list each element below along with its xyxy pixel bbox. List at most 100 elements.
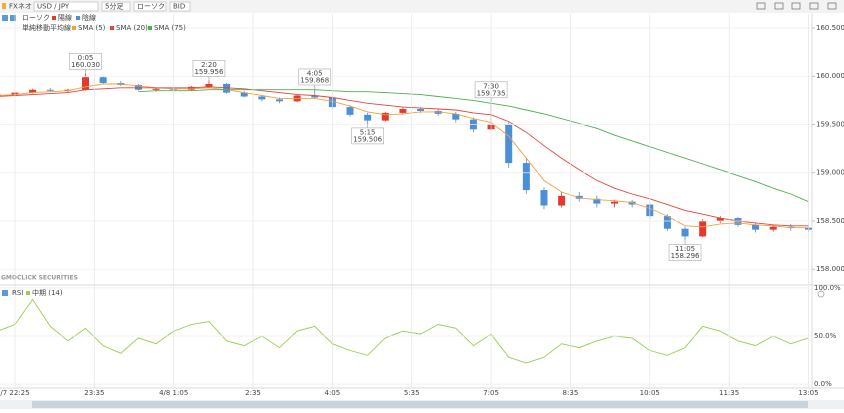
kind-select[interactable] — [133, 1, 167, 12]
y-tick-label: 159.500 — [816, 120, 844, 128]
brand: GMOCLICK SECURITIES — [1, 275, 78, 282]
pair: USD / JPY — [37, 3, 70, 11]
candle-body — [505, 124, 513, 164]
y-tick-label: 158.500 — [816, 217, 844, 225]
candle-body — [152, 88, 160, 90]
annotation-time: 5:15 — [360, 128, 376, 136]
y-tick-label: 160.000 — [816, 72, 844, 80]
x-tick-label: 4:05 — [325, 389, 341, 397]
x-tick-label: 10:05 — [640, 389, 660, 397]
series-line — [0, 83, 809, 229]
x-tick-label: 7:05 — [483, 389, 499, 397]
candle-body — [240, 92, 248, 97]
price-side: BID — [173, 3, 185, 11]
candle-body — [82, 77, 90, 90]
rsi-title: RSI — [12, 289, 23, 297]
candle-body — [275, 99, 283, 102]
y-tick-label: 100.0% — [814, 284, 841, 292]
candle-body — [593, 198, 601, 204]
annotation-time: 0:05 — [78, 54, 94, 62]
annotation-box — [192, 60, 226, 77]
legend-label: 陰線 — [82, 13, 96, 22]
candle-body — [205, 83, 213, 87]
app-icon — [2, 3, 6, 9]
legend-label: SMA (5) — [78, 24, 106, 32]
toolbar — [0, 0, 844, 13]
x-tick-label: 2:35 — [245, 389, 261, 397]
annotation-price: 158.296 — [671, 252, 700, 260]
menu-icon[interactable] — [2, 15, 8, 21]
candle-body — [187, 86, 195, 90]
candle-body — [611, 201, 619, 204]
legend-swatch — [148, 26, 152, 30]
y-tick-label: 160.500 — [816, 24, 844, 32]
candle-body — [699, 220, 707, 237]
chart-kind: ローソク — [137, 3, 165, 11]
x-tick-label: 8:35 — [563, 389, 579, 397]
candle-body — [29, 89, 37, 93]
candle-body — [46, 89, 54, 91]
candle-body — [258, 96, 266, 100]
legend-label: SMA (75) — [154, 24, 186, 32]
x-tick-label: 11:35 — [719, 389, 739, 397]
annotation-price: 159.956 — [194, 68, 223, 76]
scroll-thumb[interactable] — [32, 401, 808, 408]
annotation-time: 2:20 — [201, 61, 217, 69]
x-tick-label: 5:35 — [404, 389, 420, 397]
help-icon[interactable] — [10, 15, 16, 21]
legend-title: 単純移動平均線 — [22, 23, 71, 32]
annotation-box — [351, 127, 384, 145]
app-name: FXネオ — [9, 3, 32, 11]
price-panel — [0, 73, 812, 241]
candle-body — [681, 228, 689, 237]
annotation-time: 4:05 — [307, 69, 323, 77]
pair-select[interactable] — [33, 1, 99, 12]
x-tick-label: /7 22:25 — [0, 389, 29, 397]
series-line — [0, 86, 809, 227]
legend-title: ローソク — [22, 14, 50, 22]
tool-icons[interactable] — [756, 2, 837, 10]
candle-body — [381, 112, 389, 121]
side-select[interactable] — [169, 1, 191, 12]
legend-label: 中期 (14) — [32, 288, 63, 297]
candle-body — [364, 114, 372, 121]
annotation-time: 7:30 — [483, 82, 499, 90]
series-line — [138, 89, 809, 203]
candle-body — [452, 113, 460, 120]
annotation-box — [69, 53, 102, 70]
legend-swatch — [76, 16, 80, 20]
candle-body — [522, 163, 530, 191]
candle-body — [434, 110, 442, 114]
legend-swatch — [2, 290, 8, 296]
candle-body — [716, 218, 724, 221]
settings-icon[interactable] — [817, 290, 825, 298]
annotation-box — [298, 68, 332, 86]
interval-select[interactable] — [101, 1, 131, 12]
y-tick-label: 158.000 — [816, 265, 844, 273]
annotation-box — [668, 244, 702, 261]
annotation-box — [474, 81, 508, 99]
candle-body — [223, 83, 231, 93]
legend-label: SMA (20) — [116, 24, 148, 32]
annotation-price: 159.735 — [477, 89, 506, 97]
annotation-price: 160.030 — [71, 61, 100, 69]
x-tick-label: 13:05 — [798, 389, 818, 397]
candle-body — [769, 226, 777, 230]
x-tick-label: 4/8 1:05 — [159, 389, 188, 397]
annotation-price: 159.506 — [353, 135, 382, 143]
legend-label: 陽線 — [58, 13, 72, 22]
candle-body — [628, 201, 636, 205]
legend-swatch — [52, 16, 56, 20]
candle-body — [346, 107, 354, 115]
rsi-panel — [0, 298, 809, 364]
y-tick-label: 50.0% — [814, 332, 837, 340]
series-line — [0, 298, 809, 364]
annotation-time: 11:05 — [675, 245, 695, 253]
interval: 5分足 — [105, 2, 123, 11]
legend-swatch — [110, 26, 114, 30]
candle-body — [311, 95, 319, 98]
candle-body — [134, 84, 142, 90]
candle-body — [540, 190, 548, 206]
candle-body — [752, 224, 760, 230]
